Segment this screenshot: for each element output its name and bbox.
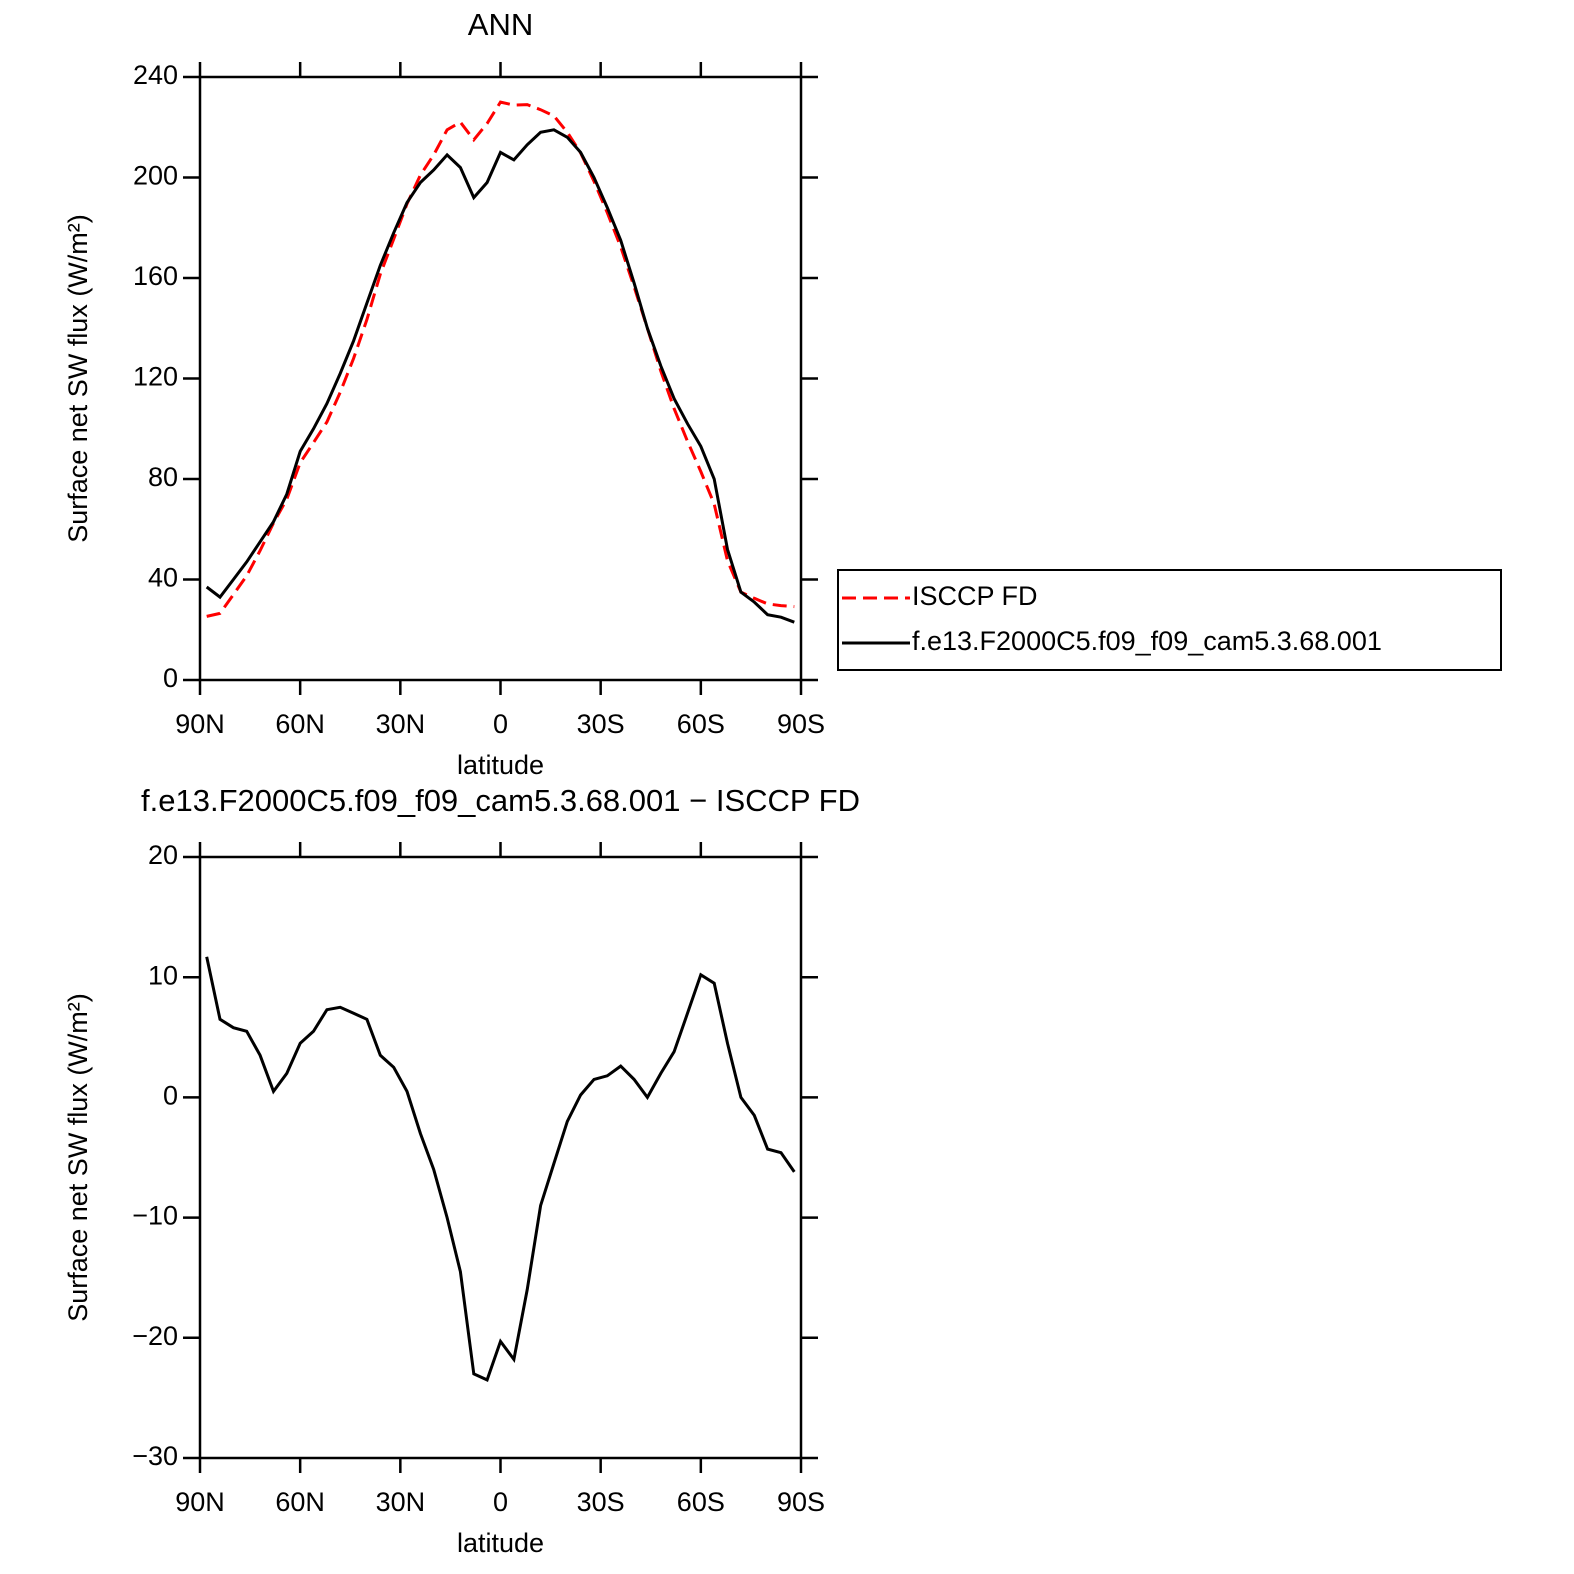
x-tick-label: 30N xyxy=(376,709,426,739)
x-tick-label: 90S xyxy=(777,709,825,739)
series-line xyxy=(206,100,795,618)
x-tick-label: 30N xyxy=(376,1487,426,1517)
x-tick-label: 30S xyxy=(577,1487,625,1517)
x-tick-label: 60S xyxy=(677,709,725,739)
x-axis-label: latitude xyxy=(457,1528,544,1558)
y-tick-label: −30 xyxy=(132,1441,178,1471)
y-tick-label: 0 xyxy=(163,663,178,693)
panel: ANN latitude Surface net SW flux (W/m²) 0 40… xyxy=(63,7,1502,780)
x-tick-label: 30S xyxy=(577,709,625,739)
y-tick-label: 200 xyxy=(133,161,178,191)
series-line xyxy=(205,956,796,1382)
legend-label: ISCCP FD xyxy=(912,581,1038,611)
chart-title: f.e13.F2000C5.f09_f09_cam5.3.68.001 − IS… xyxy=(141,783,860,818)
y-axis-label: Surface net SW flux (W/m²) xyxy=(63,214,93,543)
y-tick-label: −10 xyxy=(132,1201,178,1231)
plot-frame xyxy=(198,75,803,682)
x-tick-label: 0 xyxy=(493,1487,508,1517)
y-tick-label: −20 xyxy=(132,1321,178,1351)
y-tick-label: 10 xyxy=(148,960,178,990)
y-tick-label: 0 xyxy=(163,1081,178,1111)
y-tick-label: 120 xyxy=(133,362,178,392)
legend-label: f.e13.F2000C5.f09_f09_cam5.3.68.001 xyxy=(912,626,1382,656)
chart-title: ANN xyxy=(468,7,533,42)
x-tick-label: 90N xyxy=(175,1487,225,1517)
plot-frame xyxy=(198,855,803,1460)
series-line xyxy=(205,128,795,624)
y-tick-label: 160 xyxy=(133,261,178,291)
y-tick-label: 20 xyxy=(148,840,178,870)
legend: ISCCP FD f.e13.F2000C5.f09_f09_cam5.3.68.… xyxy=(837,569,1502,671)
x-tick-label: 90S xyxy=(777,1487,825,1517)
y-tick-label: 80 xyxy=(148,462,178,492)
panel: f.e13.F2000C5.f09_f09_cam5.3.68.001 − IS… xyxy=(63,783,860,1558)
x-tick-label: 60N xyxy=(275,709,325,739)
x-tick-label: 0 xyxy=(493,709,508,739)
x-tick-label: 60N xyxy=(275,1487,325,1517)
y-tick-label: 40 xyxy=(148,563,178,593)
legend-box xyxy=(837,569,1502,671)
y-axis-label: Surface net SW flux (W/m²) xyxy=(63,993,93,1322)
y-tick-label: 240 xyxy=(133,60,178,90)
x-axis-label: latitude xyxy=(457,750,544,780)
x-tick-label: 90N xyxy=(175,709,225,739)
x-tick-label: 60S xyxy=(677,1487,725,1517)
